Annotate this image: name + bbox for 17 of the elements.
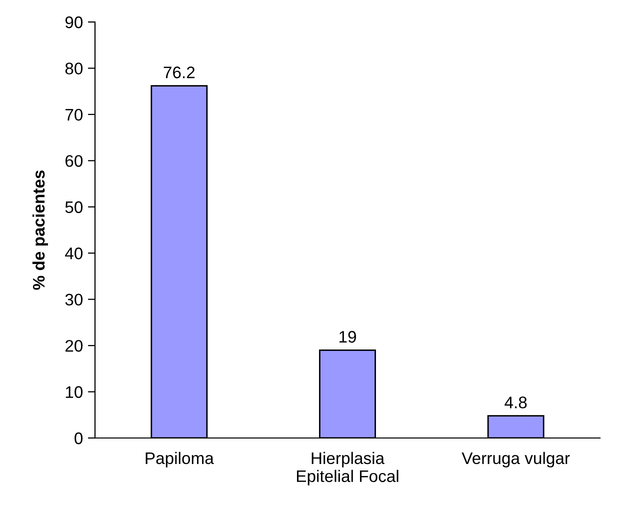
y-tick-label: 90	[65, 16, 83, 28]
y-tick-label: 10	[66, 386, 83, 398]
y-tick-label: 70	[66, 108, 83, 121]
y-axis-title: % de pacientes	[32, 170, 48, 290]
y-tick-label: 30	[65, 294, 83, 306]
data-label: 76.2	[164, 66, 195, 78]
y-tick-label: 50	[65, 201, 83, 214]
y-tick-label: 20	[65, 340, 83, 352]
x-tick-label: Verruga vulgar	[462, 452, 570, 468]
y-tick-label: 0	[74, 432, 83, 444]
x-tick-label: Papiloma	[146, 452, 214, 468]
y-tick-label: 40	[65, 248, 83, 260]
y-tick-label: 60	[66, 155, 83, 167]
y-tick-label: 80	[65, 62, 83, 74]
x-tick-label: Hierplasia Epitelial Focal	[296, 452, 398, 486]
data-label: 19	[340, 330, 356, 343]
data-label: 4.8	[504, 396, 527, 408]
